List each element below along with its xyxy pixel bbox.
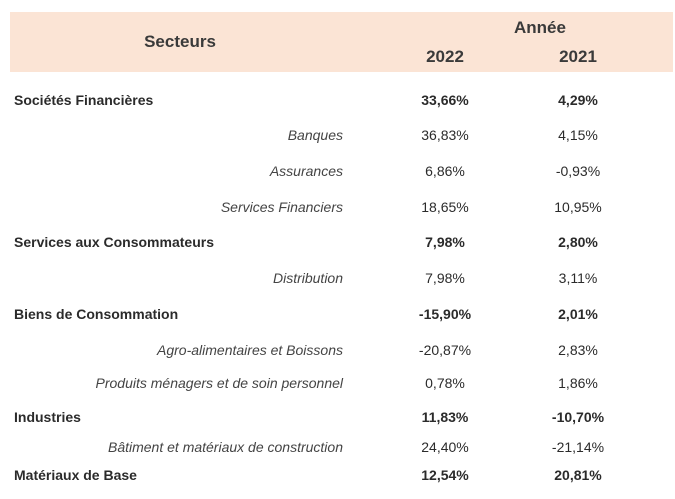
table-row-distribution: Distribution 7,98% 3,11% [0, 267, 675, 289]
row-label: Distribution [272, 270, 343, 286]
table-row-assurances: Assurances 6,86% -0,93% [0, 160, 675, 182]
value-2021: 2,80% [558, 234, 598, 250]
table-row-agro-alimentaires: Agro-alimentaires et Boissons -20,87% 2,… [0, 339, 675, 361]
table-row-services-financiers: Services Financiers 18,65% 10,95% [0, 196, 675, 218]
value-2022: 7,98% [425, 234, 465, 250]
value-2021: -10,70% [551, 409, 605, 425]
value-2021: 4,29% [558, 92, 598, 108]
value-2022: -15,90% [418, 306, 472, 322]
value-2021: 2,01% [558, 306, 598, 322]
row-label: Sociétés Financières [14, 92, 154, 108]
value-2022: 6,86% [425, 163, 465, 179]
value-2021: 4,15% [558, 127, 598, 143]
row-label: Services aux Consommateurs [14, 234, 214, 250]
row-label: Matériaux de Base [14, 467, 137, 483]
value-2021: -0,93% [555, 163, 601, 179]
value-2021: 20,81% [554, 467, 602, 483]
column-header-annee: Année [514, 18, 566, 37]
value-2021: 10,95% [554, 199, 602, 215]
row-label: Banques [287, 127, 343, 143]
table-row-services-aux-consommateurs: Services aux Consommateurs 7,98% 2,80% [0, 231, 675, 253]
value-2021: 3,11% [558, 270, 598, 286]
table-row-materiaux-de-base: Matériaux de Base 12,54% 20,81% [0, 464, 675, 486]
value-2022: 11,83% [421, 409, 469, 425]
value-2021: 1,86% [558, 375, 598, 391]
row-label: Agro-alimentaires et Boissons [157, 342, 343, 358]
column-header-2021: 2021 [559, 47, 597, 66]
value-2022: -20,87% [418, 342, 472, 358]
row-label: Assurances [269, 163, 343, 179]
row-label: Produits ménagers et de soin personnel [95, 375, 343, 391]
table-header [10, 12, 673, 72]
table-row-industries: Industries 11,83% -10,70% [0, 406, 675, 428]
table-row-biens-de-consommation: Biens de Consommation -15,90% 2,01% [0, 303, 675, 325]
row-label: Biens de Consommation [14, 306, 179, 322]
value-2022: 12,54% [421, 467, 469, 483]
row-label: Industries [14, 409, 81, 425]
value-2022: 36,83% [421, 127, 469, 143]
column-header-secteurs: Secteurs [144, 32, 216, 51]
table-row-banques: Banques 36,83% 4,15% [0, 124, 675, 146]
value-2022: 18,65% [421, 199, 469, 215]
value-2022: 7,98% [425, 270, 465, 286]
value-2022: 24,40% [421, 439, 469, 455]
table-row-batiment: Bâtiment et matériaux de construction 24… [0, 436, 675, 458]
value-2022: 33,66% [421, 92, 469, 108]
column-header-2022: 2022 [426, 47, 464, 66]
value-2021: -21,14% [551, 439, 605, 455]
row-label: Services Financiers [220, 199, 343, 215]
table-row-societes-financieres: Sociétés Financières 33,66% 4,29% [0, 89, 675, 111]
table-row-produits-menagers: Produits ménagers et de soin personnel 0… [0, 372, 675, 394]
row-label: Bâtiment et matériaux de construction [107, 439, 343, 455]
value-2021: 2,83% [558, 342, 598, 358]
value-2022: 0,78% [425, 375, 465, 391]
